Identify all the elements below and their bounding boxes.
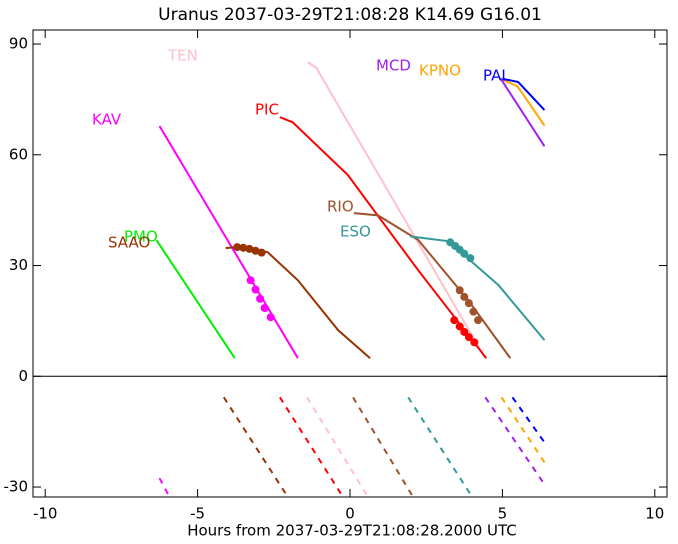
x-axis-label: Hours from 2037-03-29T21:08:28.2000 UTC — [187, 522, 517, 540]
series-label: PIC — [255, 101, 279, 119]
series-dot — [450, 316, 459, 325]
series-dot — [239, 243, 248, 252]
series-dashed-line — [222, 396, 289, 498]
series-label: TEN — [167, 47, 198, 65]
series-label: PAL — [483, 67, 510, 85]
y-tick-label: -30 — [4, 478, 29, 496]
series-dot — [246, 276, 255, 285]
series-line — [279, 116, 488, 359]
x-tick-label: 10 — [645, 505, 664, 523]
series-line — [502, 77, 546, 111]
series-dashed-line — [407, 396, 474, 498]
series-dot — [251, 285, 260, 294]
y-tick-label: 0 — [18, 367, 28, 385]
series-dot — [266, 313, 275, 322]
series-dot — [460, 249, 469, 258]
series-dot — [469, 307, 478, 316]
series-line — [499, 77, 546, 147]
series-line — [225, 245, 371, 359]
series-line — [307, 61, 487, 359]
plot-frame — [32, 29, 668, 498]
series-dashed-line — [511, 396, 546, 443]
series-dot — [464, 299, 473, 308]
series-line — [353, 212, 512, 359]
x-tick-label: 5 — [498, 505, 508, 523]
series-dot — [460, 327, 469, 336]
series-label: KPNO — [419, 62, 461, 80]
series-dot — [245, 244, 254, 253]
series-line — [502, 78, 546, 127]
series-dot — [233, 243, 242, 252]
series-dot — [257, 248, 266, 257]
series-dot — [455, 322, 464, 331]
series-dot — [455, 286, 464, 295]
series-line — [158, 125, 299, 359]
x-tick-label: -5 — [190, 505, 205, 523]
series-label: SAAO — [108, 234, 150, 252]
series-dot — [251, 246, 260, 255]
series-line — [409, 235, 546, 341]
series-dot — [464, 333, 473, 342]
y-tick-label: 30 — [9, 256, 28, 274]
series-dot — [256, 294, 265, 303]
series-label: MCD — [376, 57, 411, 75]
x-tick-label: -10 — [33, 505, 58, 523]
chart-title: Uranus 2037-03-29T21:08:28 K14.69 G16.01 — [158, 5, 542, 25]
series-line — [155, 239, 236, 359]
series-dot — [470, 338, 479, 347]
series-dashed-line — [500, 396, 546, 463]
series-label: RIO — [327, 198, 354, 216]
series-dot — [260, 303, 269, 312]
series-dashed-line — [484, 396, 546, 486]
series-dashed-line — [352, 396, 414, 498]
series-dot — [466, 254, 475, 263]
series-label: ESO — [340, 223, 371, 241]
series-dot — [460, 292, 469, 301]
series-dot — [474, 316, 483, 325]
series-label: PMO — [124, 228, 158, 246]
y-tick-label: 90 — [9, 35, 28, 53]
series-label: KAV — [92, 111, 122, 129]
series-dashed-line — [279, 396, 344, 498]
series-dashed-line — [306, 396, 369, 498]
y-tick-label: 60 — [9, 145, 28, 163]
series-dashed-line — [158, 477, 171, 498]
x-tick-label: 0 — [345, 505, 355, 523]
